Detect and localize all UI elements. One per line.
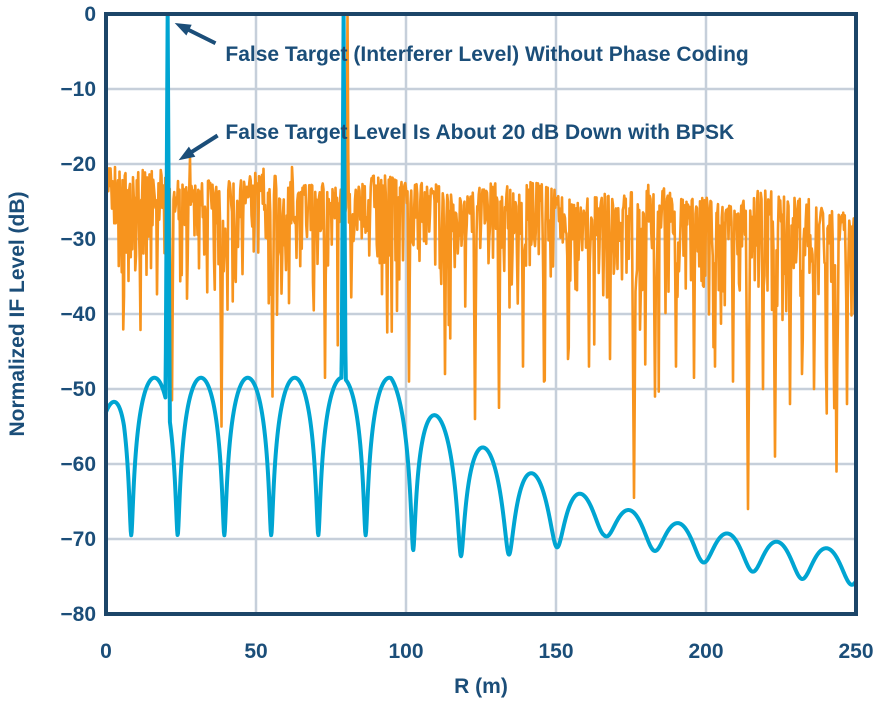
y-tick-label: −30 [60, 228, 96, 251]
series-without-coding [104, 12, 858, 587]
x-tick-label: 250 [838, 640, 873, 663]
x-tick-label: 50 [244, 640, 267, 663]
x-axis-title: R (m) [454, 675, 508, 698]
annotation-arrowhead-icon [178, 146, 196, 161]
x-tick-label: 100 [388, 640, 423, 663]
y-tick-label: 0 [84, 3, 96, 26]
y-tick-label: −80 [60, 603, 96, 626]
interferer-sidelobe-trace [104, 12, 858, 587]
annotations: False Target (Interferer Level) Without … [174, 23, 749, 161]
y-tick-label: −40 [60, 303, 96, 326]
x-tick-label: 150 [538, 640, 573, 663]
x-tick-label: 200 [688, 640, 723, 663]
plot-frame [104, 12, 858, 616]
y-tick-label: −20 [60, 153, 96, 176]
annotation-arrows [174, 23, 219, 161]
x-tick-labels: 0 50 100 150 200 250 [100, 640, 873, 663]
y-tick-label: −50 [60, 378, 96, 401]
x-tick-label: 0 [100, 640, 112, 663]
y-tick-labels: 0 −10 −20 −30 −40 −50 −60 −70 −80 [60, 3, 96, 626]
y-tick-label: −60 [60, 453, 96, 476]
series-noise-bpsk [104, 12, 858, 511]
y-tick-label: −70 [60, 528, 96, 551]
noise-floor-trace [104, 12, 858, 511]
y-axis-title: Normalized IF Level (dB) [6, 191, 29, 436]
annotation-arrowhead-icon [174, 23, 192, 36]
annotation-bpsk-20db-down: False Target Level Is About 20 dB Down w… [225, 121, 734, 144]
annotation-without-phase-coding: False Target (Interferer Level) Without … [225, 43, 748, 66]
y-tick-label: −10 [60, 78, 96, 101]
